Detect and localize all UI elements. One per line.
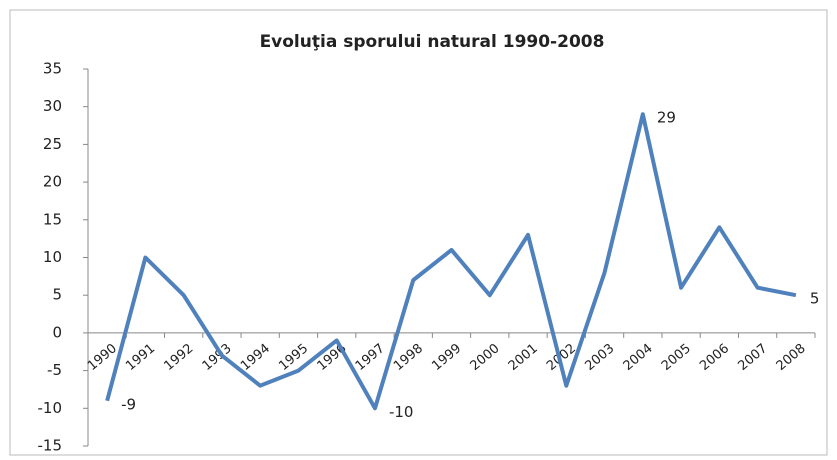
y-tick-label: -10 xyxy=(38,399,63,417)
y-tick-label: 20 xyxy=(43,173,62,191)
y-tick-label: 5 xyxy=(52,286,62,304)
data-label: -10 xyxy=(389,403,414,421)
chart-frame xyxy=(9,9,828,456)
data-label: -9 xyxy=(121,395,136,413)
y-tick-label: 30 xyxy=(43,97,62,115)
line xyxy=(105,112,797,411)
data-label: 29 xyxy=(657,109,676,127)
y-tick-label: -5 xyxy=(47,361,62,379)
y-tick-label: 25 xyxy=(43,135,62,153)
y-tick-label: -15 xyxy=(38,437,63,455)
y-tick-label: 35 xyxy=(43,60,62,78)
chart-title: Evoluţia sporului natural 1990-2008 xyxy=(260,32,605,52)
y-tick-label: 15 xyxy=(43,210,62,228)
y-tick-label: 0 xyxy=(52,323,62,341)
y-tick-label: 10 xyxy=(43,248,62,266)
data-label: 5 xyxy=(810,290,820,308)
